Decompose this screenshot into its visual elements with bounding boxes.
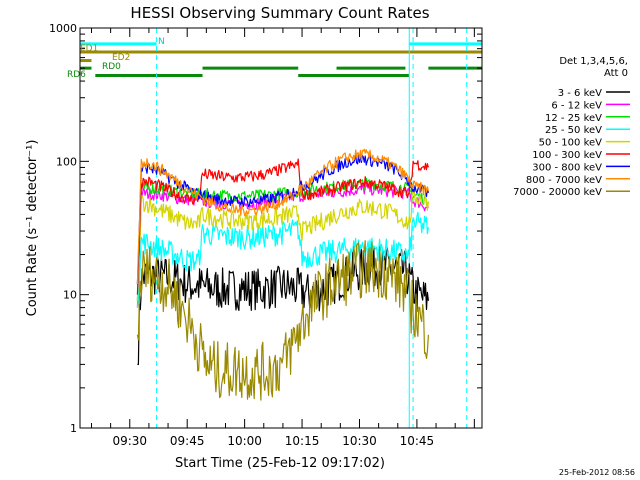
series-line-5: [136, 158, 429, 295]
legend-label: 7000 - 20000 keV: [513, 187, 602, 198]
x-tick-label: 10:15: [285, 434, 320, 448]
y-tick-label: 10: [63, 289, 77, 302]
x-tick-label: 09:45: [170, 434, 205, 448]
legend-label: 3 - 6 keV: [558, 88, 602, 99]
series-lines: [136, 148, 429, 401]
legend-label: 100 - 300 keV: [532, 150, 602, 161]
series-line-0: [137, 245, 429, 366]
legend-label: 25 - 50 keV: [545, 125, 602, 136]
legend-label: 300 - 800 keV: [532, 162, 602, 173]
y-tick-label: 1000: [49, 22, 77, 35]
flag-label-ed1: ED1: [80, 44, 98, 54]
flag-label-rd0: RD0: [102, 62, 121, 72]
x-tick-label: 10:00: [227, 434, 262, 448]
flag-label-n: N: [158, 37, 165, 47]
series-line-2: [136, 177, 429, 301]
legend-label: 800 - 7000 keV: [526, 175, 602, 186]
plot-frame: [79, 27, 483, 429]
y-axis-ticks: 1 10 100 1000: [49, 22, 482, 435]
x-tick-label: 10:45: [400, 434, 435, 448]
legend-header-line: Att 0: [604, 68, 628, 79]
x-tick-label: 10:30: [342, 434, 377, 448]
legend-label: 50 - 100 keV: [539, 138, 603, 149]
instrument-flags: [80, 42, 482, 78]
legend-label: 6 - 12 keV: [551, 100, 602, 111]
x-axis-label: Start Time (25-Feb-12 09:17:02): [175, 456, 385, 471]
flag-label-rd6: RD6: [67, 70, 86, 80]
x-axis-ticks: 09:30 09:45 10:00 10:15 10:30 10:45: [90, 28, 475, 448]
legend-label: 12 - 25 keV: [545, 113, 602, 124]
x-tick-label: 09:30: [112, 434, 147, 448]
y-axis-label: Count Rate (s⁻¹ detector⁻¹): [25, 140, 40, 317]
flag-label-ed2: ED2: [112, 53, 130, 63]
y-tick-label: 1: [70, 422, 77, 435]
series-line-8: [136, 240, 429, 401]
timestamp: 25-Feb-2012 08:56: [559, 468, 635, 477]
series-line-7: [136, 148, 429, 285]
series-line-3: [136, 211, 429, 308]
legend-header-line: Det 1,3,4,5,6,: [559, 56, 628, 67]
series-line-4: [136, 186, 429, 301]
y-tick-label: 100: [56, 155, 77, 168]
chart-title: HESSI Observing Summary Count Rates: [130, 4, 429, 22]
